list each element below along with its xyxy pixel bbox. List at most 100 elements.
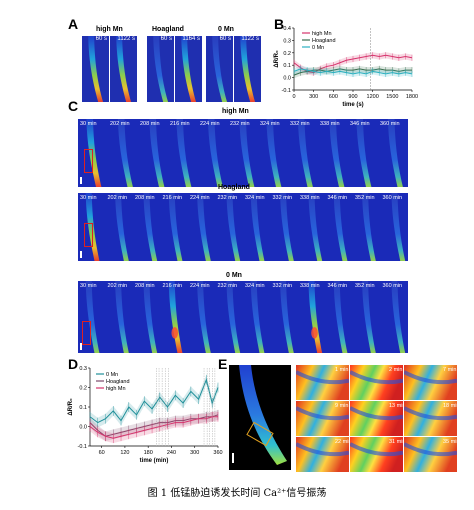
panel-c-time-label: 224 min: [190, 195, 210, 201]
panel-c-time-label: 224 min: [190, 283, 210, 289]
root-signal: [86, 119, 102, 187]
heatmap-tile: [296, 401, 349, 436]
root-signal: [333, 281, 347, 353]
panel-c-time-label: 232 min: [217, 195, 238, 201]
panel-c-time-label: 30 min: [80, 195, 97, 201]
scale-bar: [232, 453, 234, 463]
panel-c-time-label: 216 min: [162, 195, 183, 201]
panel-c-time-label: 30 min: [80, 283, 97, 289]
root-signal: [114, 193, 129, 261]
scale-bar: [80, 343, 82, 350]
roi-box: [246, 421, 274, 447]
fluorescence-image: [215, 193, 243, 261]
series-error-band: [294, 52, 412, 76]
y-tick-label: 0.2: [79, 386, 87, 392]
root-signal: [250, 193, 265, 261]
panel-c-time-label: 202 min: [110, 121, 130, 127]
root-signal: [297, 119, 313, 187]
panel-c-time-label: 346 min: [350, 121, 370, 127]
x-tick-label: 900: [348, 94, 357, 100]
fluorescence-image: [270, 281, 298, 353]
fluorescence-image: [198, 119, 228, 187]
panel-c-time-label: 208 min: [135, 283, 155, 289]
root-signal: [181, 36, 197, 102]
legend-label: 0 Mn: [106, 372, 118, 378]
panel-e-time-label: 31 min: [389, 439, 403, 445]
y-tick-label: 0.1: [283, 63, 291, 69]
panel-c-time-label: 338 min: [300, 195, 320, 201]
series-error-band: [90, 409, 218, 442]
y-tick-label: -0.1: [78, 444, 87, 450]
panel-c-time-label: 332 min: [290, 121, 310, 127]
legend-label: high Mn: [312, 31, 332, 37]
root-signal: [168, 193, 182, 261]
fluorescence-image: [160, 281, 188, 353]
panel-c-time-label: 324 min: [260, 121, 280, 127]
panel-c-row-title: 0 Mn: [226, 272, 242, 279]
panel-label-a: A: [68, 16, 79, 32]
root-signal: [240, 36, 256, 102]
panel-e-time-label: 7 min: [443, 367, 457, 373]
panel-c-time-label: 352 min: [355, 283, 375, 289]
panel-c-time-label: 346 min: [327, 195, 348, 201]
panel-e-time-label: 9 min: [335, 403, 349, 409]
root-band: [404, 370, 457, 385]
roi-box: [82, 321, 91, 345]
figure-caption: 图 1 低锰胁迫诱发长时间 Ca²⁺信号振荡: [147, 488, 327, 499]
heatmap-tile: [350, 437, 403, 472]
y-tick-label: 0.3: [283, 38, 291, 44]
panel-c-time-label: 360 min: [382, 195, 403, 201]
x-tick-label: 1500: [386, 94, 398, 100]
heatmap-tile: [404, 365, 457, 400]
fluorescence-image: [243, 281, 271, 353]
root-band: [296, 370, 349, 385]
x-axis-label: time (min): [140, 458, 169, 464]
root-signal: [153, 36, 169, 102]
root-band: [296, 442, 349, 457]
root-overview: [239, 365, 287, 465]
panel-label-c: C: [68, 98, 79, 114]
panel-c-time-label: 338 min: [320, 121, 340, 127]
root-signal: [116, 36, 132, 102]
heatmap-tile: [350, 365, 403, 400]
fluorescence-image: [175, 36, 202, 102]
panel-a-time-label: 1164 s: [182, 36, 200, 42]
root-signal: [362, 193, 376, 261]
fluorescence-image: [78, 193, 106, 261]
x-tick-label: 300: [309, 94, 318, 100]
panel-e-time-label: 2 min: [389, 367, 403, 373]
root-signal: [88, 36, 104, 102]
panel-e-zoom-image: 1 min: [296, 365, 349, 400]
legend-label: 0 Mn: [312, 45, 324, 51]
series-line: [89, 378, 219, 424]
panel-c-time-label: 360 min: [382, 283, 403, 289]
root-signal: [114, 281, 129, 353]
root-signal: [390, 193, 405, 261]
root-signal: [390, 281, 405, 353]
root-signal: [149, 119, 165, 187]
root-signal: [197, 281, 211, 353]
y-tick-label: 0.4: [283, 26, 291, 32]
root-signal: [333, 193, 347, 261]
panel-c-image-strip: 30 min 202 min 208 min 216 min 224 min 232 mi…: [78, 281, 408, 353]
fluorescence-image: [147, 36, 174, 102]
root-signal: [279, 281, 294, 353]
fluorescence-image: [188, 281, 216, 353]
y-tick-label: 0.3: [79, 366, 87, 372]
fluorescence-image: [378, 119, 408, 187]
panel-c-time-label: 202 min: [107, 283, 128, 289]
x-axis-label: time (s): [342, 102, 363, 108]
panel-a-time-label: 60 s: [160, 36, 172, 42]
root-band: [404, 442, 457, 457]
root-band: [296, 406, 349, 421]
scale-bar: [80, 177, 82, 184]
root-signal: [176, 119, 192, 187]
y-axis-label: ΔR/R₀: [274, 50, 280, 68]
root-signal: [308, 281, 323, 353]
panel-c-time-label: 360 min: [380, 121, 400, 127]
fluorescence-image: [380, 281, 408, 353]
panel-a-time-label: 60 s: [219, 36, 231, 42]
panel-e-zoom-image: 7 min: [404, 365, 457, 400]
root-signal: [117, 119, 133, 187]
heatmap-tile: [296, 437, 349, 472]
